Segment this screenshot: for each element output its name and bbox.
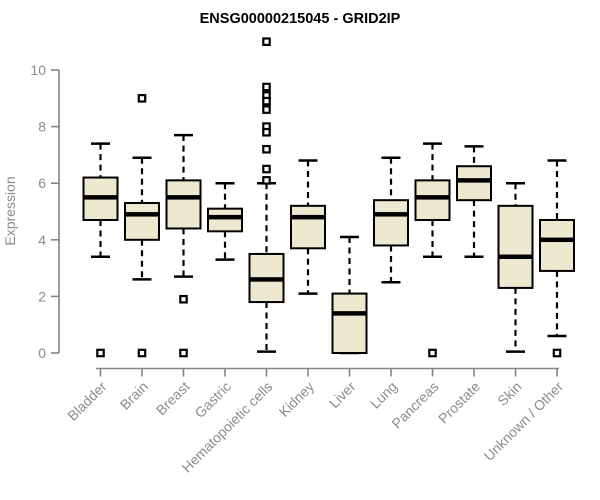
y-tick-label: 8	[38, 119, 46, 135]
median-line	[166, 195, 201, 200]
iqr-box	[414, 179, 451, 221]
median-line	[332, 311, 367, 316]
outlier-point	[262, 96, 271, 106]
box-series	[82, 37, 575, 358]
median-line	[208, 214, 242, 220]
x-tick-label-lung: Lung	[367, 378, 400, 411]
boxplot-prostate	[456, 145, 492, 259]
outlier-point	[179, 348, 188, 358]
outlier-point	[428, 348, 437, 358]
median-line	[457, 178, 491, 183]
outlier-point	[262, 105, 271, 114]
iqr-box	[539, 218, 575, 272]
x-tick-label-brain: Brain	[117, 378, 151, 412]
median-line	[125, 212, 159, 217]
y-tick-label: 2	[38, 288, 46, 304]
x-tick-label-skin: Skin	[494, 378, 525, 409]
y-tick-label: 0	[38, 345, 46, 361]
median-line	[249, 277, 284, 282]
boxplot-skin	[497, 181, 534, 353]
boxplot-gastric	[207, 181, 243, 261]
y-axis: 0 2 4 6 8 10	[30, 62, 60, 361]
median-line	[374, 212, 408, 217]
x-tick-label-liver: Liver	[326, 378, 359, 411]
iqr-box	[373, 199, 409, 247]
y-tick-label: 4	[38, 232, 46, 248]
median-line	[498, 254, 533, 260]
outlier-point	[179, 294, 188, 304]
y-tick-label: 6	[38, 175, 46, 191]
iqr-box	[497, 204, 534, 289]
median-line	[415, 195, 450, 200]
boxplot-brain	[124, 93, 160, 358]
y-tick-label: 10	[30, 62, 46, 78]
outlier-point	[96, 348, 105, 358]
outlier-point	[552, 348, 562, 358]
chart-title: ENSG00000215045 - GRID2IP	[200, 11, 401, 27]
boxplot-breast	[165, 133, 202, 358]
x-tick-label-breast: Breast	[153, 378, 193, 418]
boxplot-hematopoietic-cells	[248, 37, 285, 353]
outlier-point	[262, 82, 271, 92]
x-tick-label-unknown-other: Unknown / Other	[481, 378, 567, 464]
x-tick-label-prostate: Prostate	[435, 378, 483, 426]
boxplot-kidney	[290, 159, 326, 295]
outlier-point	[262, 144, 271, 154]
outlier-point	[262, 127, 271, 137]
iqr-box	[331, 292, 368, 355]
boxplot-liver	[331, 235, 368, 355]
median-line	[83, 195, 118, 200]
boxplot-pancreas	[414, 142, 451, 358]
median-line	[540, 237, 574, 243]
outlier-point	[262, 164, 271, 174]
x-tick-label-bladder: Bladder	[64, 378, 110, 424]
boxplot-bladder	[82, 142, 119, 358]
outlier-point	[262, 37, 271, 47]
outlier-point	[137, 93, 147, 103]
outlier-point	[262, 176, 271, 185]
iqr-box	[456, 165, 492, 202]
iqr-box	[290, 204, 326, 250]
iqr-box	[207, 207, 243, 233]
boxplot-lung	[373, 156, 409, 284]
iqr-box	[124, 202, 160, 241]
y-axis-title: Expression	[2, 176, 18, 245]
iqr-box	[165, 179, 202, 230]
boxplot-unknown-other	[539, 159, 575, 358]
median-line	[291, 214, 325, 220]
x-tick-label-kidney: Kidney	[276, 378, 318, 420]
outlier-point	[137, 348, 147, 358]
